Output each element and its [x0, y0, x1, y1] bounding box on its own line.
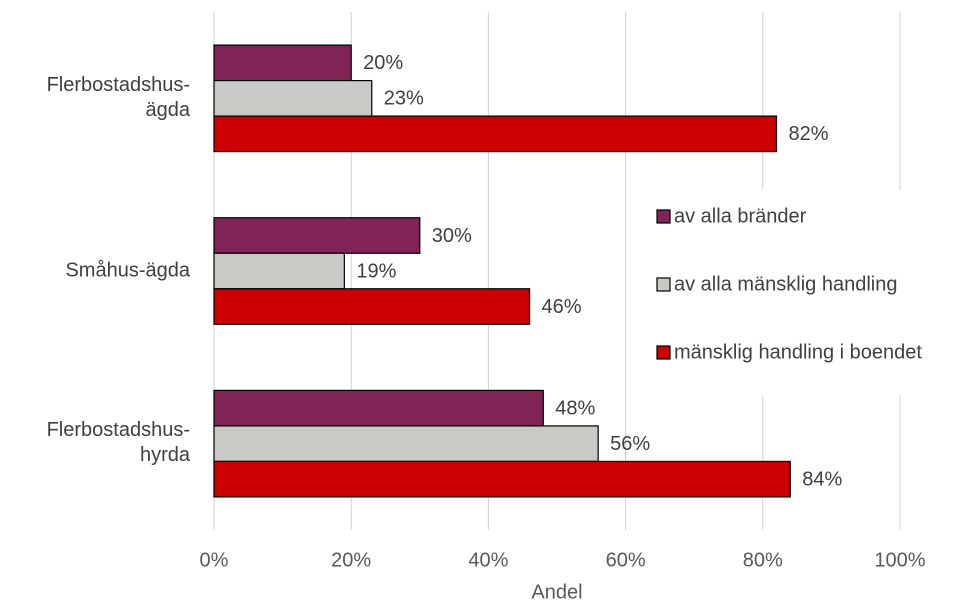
bar: [213, 460, 791, 498]
legend-background: [650, 190, 950, 395]
legend-label: mänsklig handling i boendet: [674, 341, 922, 363]
bar: [213, 79, 373, 117]
x-tick-label: 80%: [743, 549, 783, 571]
value-label: 82%: [789, 123, 829, 145]
x-tick-label: 60%: [606, 549, 646, 571]
x-axis-label: Andel: [531, 581, 582, 603]
bar: [213, 425, 599, 463]
legend: av alla bränder av alla mänsklig handling…: [650, 190, 950, 395]
legend-swatch: [656, 209, 671, 224]
x-tick-label: 100%: [874, 549, 925, 571]
value-label: 23%: [384, 88, 424, 110]
x-tick-label: 0%: [200, 549, 229, 571]
y-tick-label: Flerbostadshus-ägda: [47, 74, 191, 121]
x-tick-label: 20%: [331, 549, 371, 571]
value-label: 84%: [802, 468, 842, 490]
y-tick-label: Småhus-ägda: [65, 259, 190, 281]
legend-swatch: [656, 277, 671, 292]
value-label: 19%: [356, 260, 396, 282]
legend-swatch: [656, 345, 671, 360]
bar: [213, 252, 345, 290]
bar: [213, 44, 352, 82]
value-label: 30%: [432, 225, 472, 247]
bar: [213, 217, 421, 254]
y-tick-label: Flerbostadshus-hyrda: [47, 419, 191, 466]
bar: [213, 115, 778, 153]
legend-label: av alla bränder: [674, 205, 807, 227]
bar: [213, 288, 531, 325]
value-label: 20%: [363, 52, 403, 74]
value-label: 48%: [555, 397, 595, 419]
legend-label: av alla mänsklig handling: [674, 273, 897, 295]
bar: [213, 389, 544, 427]
value-label: 46%: [542, 296, 582, 318]
x-tick-label: 40%: [468, 549, 508, 571]
value-label: 56%: [610, 433, 650, 455]
